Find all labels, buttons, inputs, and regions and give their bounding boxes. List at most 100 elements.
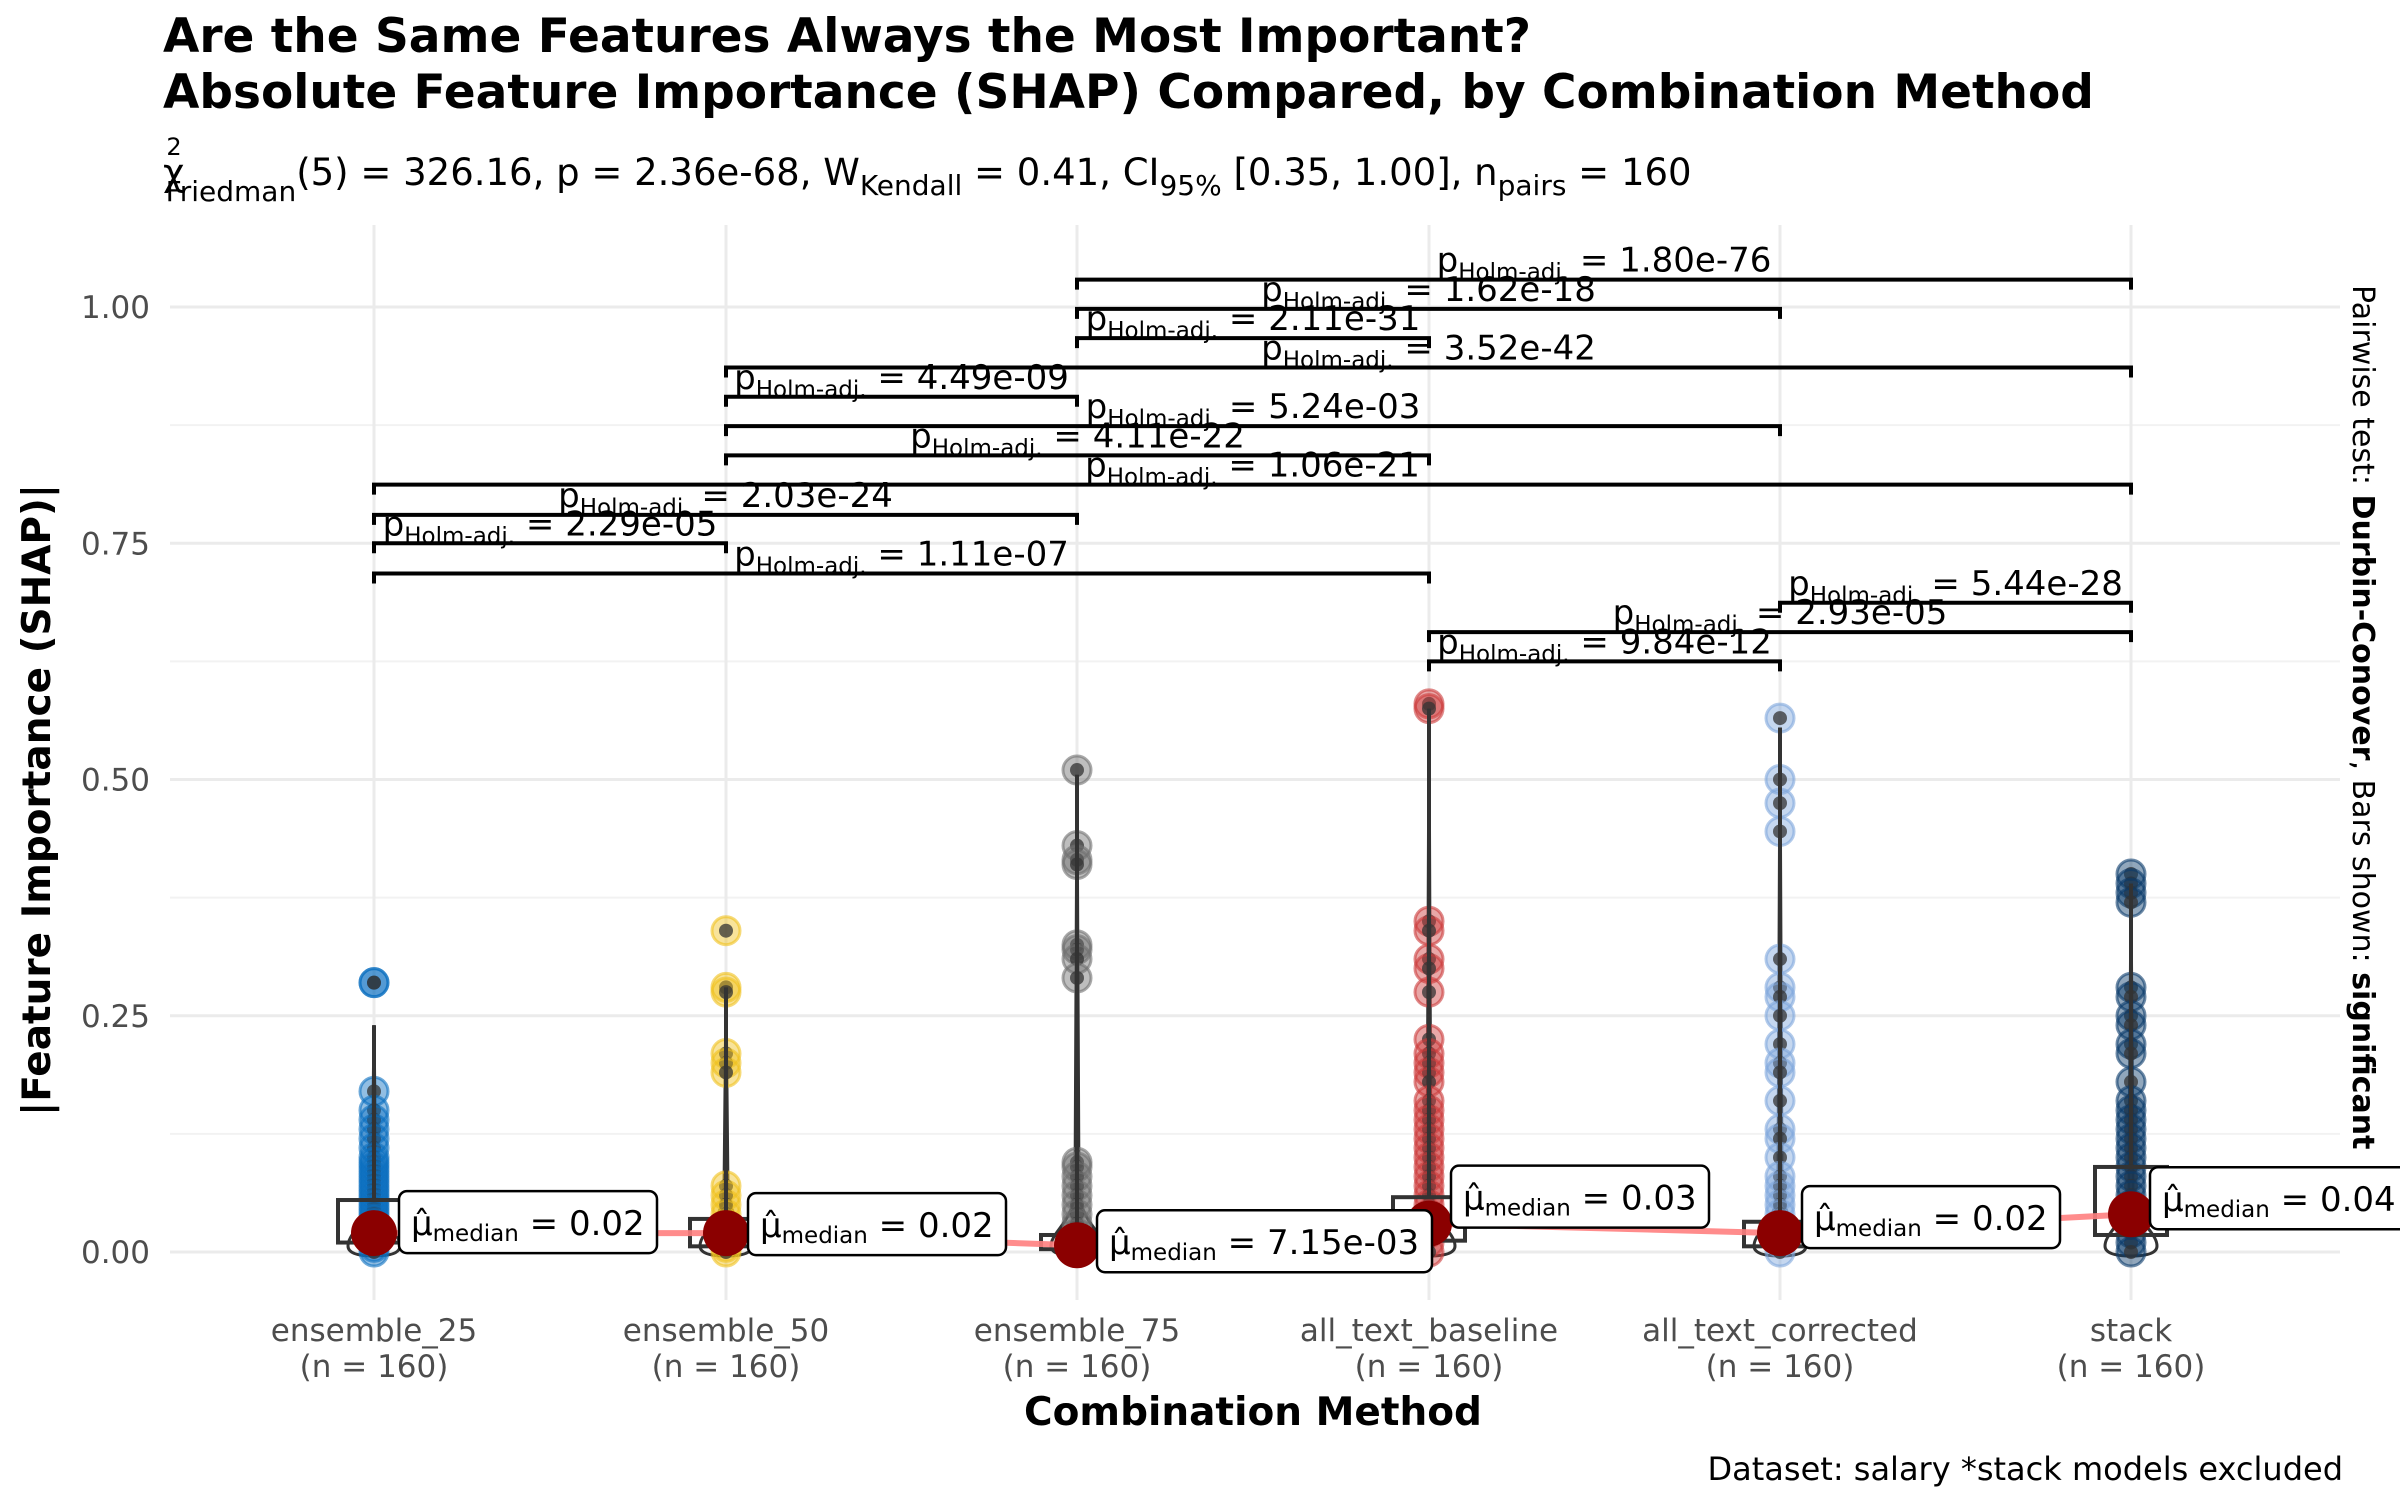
pairwise-label: pHolm-adj. = 1.62e-18	[1261, 270, 1596, 315]
data-point-core	[1773, 711, 1787, 726]
x-tick-label: stack	[2090, 1313, 2172, 1349]
x-tick-count: (n = 160)	[2057, 1349, 2206, 1385]
data-point-core	[2124, 1245, 2138, 1259]
pairwise-label: pHolm-adj. = 3.52e-42	[1261, 328, 1596, 373]
side-bold-2: significant	[2345, 972, 2380, 1149]
pairwise-label: pHolm-adj. = 2.93e-05	[1613, 593, 1948, 638]
pairwise-label: pHolm-adj. = 2.29e-05	[383, 504, 718, 549]
x-tick-label: ensemble_75	[974, 1313, 1180, 1349]
subtitle-part1: (5) = 326.16, p = 2.36e-68,	[296, 151, 823, 194]
subtitle-part2: = 0.41, CI	[962, 151, 1159, 194]
median-label-text: μ̂median = 0.04	[2162, 1180, 2396, 1223]
median-point	[2108, 1191, 2154, 1238]
pairwise-label: pHolm-adj. = 2.11e-31	[1086, 299, 1421, 344]
pairwise-bracket	[724, 365, 2133, 378]
x-tick-count: (n = 160)	[1003, 1349, 1152, 1385]
subtitle-w: W	[823, 151, 860, 194]
x-tick-count: (n = 160)	[652, 1349, 801, 1385]
side-plain-2: , Bars shown:	[2345, 760, 2380, 972]
pairwise-label: pHolm-adj. = 1.11e-07	[734, 534, 1069, 579]
pairwise-bracket	[1778, 600, 2133, 613]
subtitle-ci-sub: 95%	[1159, 169, 1221, 202]
pairwise-bracket	[1075, 336, 1431, 349]
x-axis-title: Combination Method	[1024, 1390, 1482, 1435]
y-tick-label: 0.75	[81, 526, 150, 562]
side-bold-1: Durbin-Conover	[2345, 495, 2380, 761]
subtitle-part3: [0.35, 1.00], n	[1222, 151, 1498, 194]
median-label-box	[1449, 1164, 1711, 1229]
x-tick-count: (n = 160)	[1706, 1349, 1855, 1385]
median-point	[1757, 1210, 1803, 1257]
pairwise-label: pHolm-adj. = 9.84e-12	[1437, 622, 1772, 667]
median-label-all_text_baseline: μ̂median = 0.03	[1449, 1164, 1711, 1229]
chart-title-line1: Are the Same Features Always the Most Im…	[163, 9, 1531, 64]
x-tick-label: all_text_baseline	[1300, 1313, 1558, 1349]
pairwise-bracket	[1075, 306, 1782, 319]
data-point-core	[367, 975, 381, 990]
median-label-text: μ̂median = 0.02	[411, 1204, 645, 1247]
pairwise-bracket	[1427, 659, 1782, 672]
median-labels: μ̂median = 0.02 μ̂median = 0.02 μ̂median =…	[397, 1164, 2400, 1274]
subtitle-chi-sub: Friedman	[166, 175, 297, 208]
y-tick-label: 0.50	[81, 763, 150, 799]
median-label-box	[1800, 1184, 2062, 1250]
chart-title-line2: Absolute Feature Importance (SHAP) Compa…	[163, 65, 2094, 120]
median-label-all_text_corrected: μ̂median = 0.02	[1800, 1184, 2062, 1250]
x-tick-count: (n = 160)	[1355, 1349, 1504, 1385]
y-tick-label: 1.00	[81, 290, 150, 326]
median-label-text: μ̂median = 0.02	[760, 1206, 994, 1249]
pairwise-label: pHolm-adj. = 1.80e-76	[1437, 241, 1772, 286]
median-label-stack: μ̂median = 0.04	[2148, 1165, 2400, 1231]
data-point-core	[719, 923, 733, 938]
median-label-ensemble_25: μ̂median = 0.02	[397, 1189, 659, 1255]
pairwise-label: pHolm-adj. = 5.24e-03	[1086, 387, 1421, 432]
side-plain-1: Pairwise test:	[2345, 285, 2380, 495]
x-axis-ticks: ensemble_25(n = 160)ensemble_50(n = 160)…	[271, 1313, 2206, 1385]
median-label-text: μ̂median = 0.02	[1814, 1199, 2048, 1242]
pairwise-bracket	[372, 482, 2133, 495]
median-label-box	[2148, 1165, 2400, 1231]
median-label-text: μ̂median = 7.15e-03	[1109, 1223, 1419, 1266]
subtitle-chi-sup: 2	[166, 133, 181, 161]
violins	[346, 708, 2159, 1258]
median-label-box	[746, 1191, 1008, 1257]
subtitle-n-sub: pairs	[1498, 169, 1567, 202]
median-label-ensemble_75: μ̂median = 7.15e-03	[1095, 1208, 1434, 1274]
data-point-core	[1070, 763, 1084, 778]
median-label-ensemble_50: μ̂median = 0.02	[746, 1191, 1008, 1257]
subtitle-chi: χ	[163, 151, 184, 194]
pairwise-bracket	[1427, 630, 2133, 643]
median-point	[351, 1210, 397, 1257]
pairwise-bracket	[724, 424, 1782, 437]
pairwise-bracket	[372, 541, 728, 554]
pairwise-label: pHolm-adj. = 1.06e-21	[1085, 446, 1420, 491]
boxplots	[336, 708, 2169, 1252]
pairwise-bracket	[1075, 277, 2133, 290]
median-point	[703, 1210, 749, 1257]
pairwise-bracket	[372, 512, 1079, 525]
x-tick-label: ensemble_50	[623, 1313, 829, 1349]
subtitle-w-sub: Kendall	[860, 169, 962, 202]
pairwise-bracket	[724, 394, 1079, 407]
median-label-box	[397, 1189, 659, 1255]
data-points	[358, 688, 2147, 1268]
x-tick-count: (n = 160)	[300, 1349, 449, 1385]
median-label-box	[1095, 1208, 1434, 1274]
side-annotation: Pairwise test: Durbin-Conover, Bars show…	[2345, 285, 2380, 1149]
y-tick-label: 0.00	[81, 1235, 150, 1271]
y-axis-title: |Feature Importance (SHAP)|	[15, 484, 60, 1116]
caption: Dataset: salary *stack models excluded	[1708, 1450, 2344, 1488]
pairwise-bracket	[372, 571, 1431, 584]
y-tick-label: 0.25	[81, 999, 150, 1035]
pairwise-label: pHolm-adj. = 2.03e-24	[558, 476, 893, 521]
y-axis-ticks: 0.00 0.25 0.50 0.75 1.00	[81, 290, 150, 1271]
chart-subtitle: χ2 Friedman(5) = 326.16, p = 2.36e-68, WK…	[163, 133, 1692, 208]
median-point	[1054, 1222, 1100, 1269]
pairwise-brackets: pHolm-adj. = 1.11e-07 pHolm-adj. = 2.29e-…	[372, 241, 2133, 672]
pairwise-label: pHolm-adj. = 4.49e-09	[734, 358, 1069, 403]
pairwise-bracket	[724, 453, 1431, 466]
pairwise-label: pHolm-adj. = 5.44e-28	[1788, 564, 2123, 609]
x-tick-label: ensemble_25	[271, 1313, 477, 1349]
median-label-text: μ̂median = 0.03	[1463, 1179, 1697, 1222]
